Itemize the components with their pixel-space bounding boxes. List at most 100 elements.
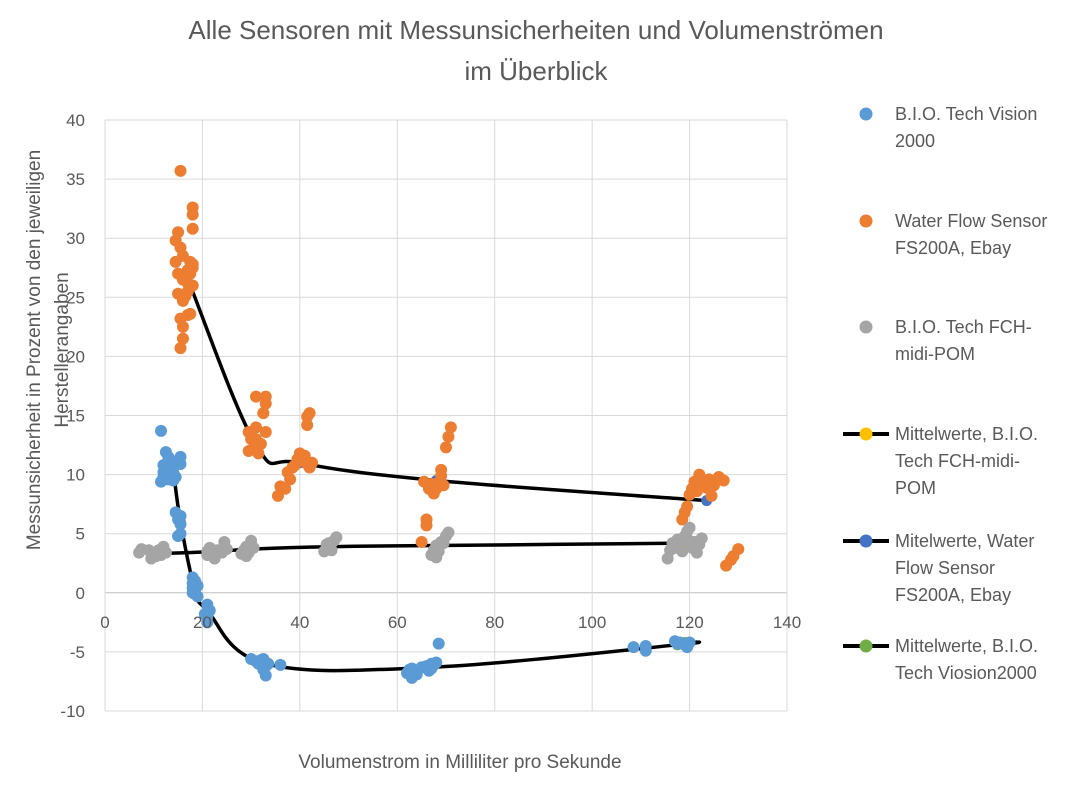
- data-point: [418, 475, 431, 488]
- y-tick-label: 30: [66, 229, 85, 248]
- y-tick-label: 15: [66, 407, 85, 426]
- data-point: [683, 521, 696, 534]
- data-point: [279, 482, 292, 495]
- data-point: [181, 309, 194, 322]
- data-point: [250, 390, 263, 403]
- data-point: [442, 430, 455, 443]
- legend-label-line: B.I.O. Tech FCH-: [895, 317, 1032, 337]
- data-point: [240, 550, 253, 563]
- y-axis-label: Messunsicherheit in Prozent von den jewe…: [24, 150, 73, 550]
- x-tick-label: 80: [485, 613, 504, 632]
- x-tick-label: 140: [773, 613, 801, 632]
- legend-item: Mittelwerte, B.I.O. Tech FCH-midi- POM: [843, 424, 1038, 498]
- chart-title: Alle Sensoren mit Messunsicherheiten und…: [188, 15, 883, 86]
- legend-label: Mittelwerte, B.I.O. Tech Viosion2000: [895, 636, 1038, 683]
- data-point: [176, 320, 189, 333]
- data-point: [174, 164, 187, 177]
- data-point: [155, 424, 168, 437]
- data-point: [174, 342, 187, 355]
- legend-label-line: Mittelwerte, B.I.O.: [895, 636, 1038, 656]
- data-point: [303, 407, 316, 420]
- x-tick-label: 120: [675, 613, 703, 632]
- data-point: [186, 222, 199, 235]
- data-point: [435, 463, 448, 476]
- legend-label-line: Mittelwerte, B.I.O.: [895, 424, 1038, 444]
- data-point: [259, 397, 272, 410]
- legend-marker: [859, 534, 873, 548]
- y-tick-label: 40: [66, 111, 85, 130]
- data-point: [257, 407, 270, 420]
- data-point: [174, 450, 187, 463]
- y-axis-title-line: Herstellerangaben: [52, 272, 73, 427]
- legend-label: Mittelwerte, B.I.O. Tech FCH-midi- POM: [895, 424, 1038, 498]
- data-point: [444, 421, 457, 434]
- data-point: [242, 444, 255, 457]
- data-point: [627, 641, 640, 654]
- data-point: [174, 518, 187, 531]
- data-point: [705, 489, 718, 502]
- legend-label-line: Water Flow Sensor: [895, 211, 1047, 231]
- data-point: [432, 637, 445, 650]
- data-point: [306, 456, 319, 469]
- data-point: [157, 470, 170, 483]
- y-axis-title-line: Messunsicherheit in Prozent von den jewe…: [24, 150, 45, 550]
- legend-label-line: 2000: [895, 131, 935, 151]
- data-point: [420, 513, 433, 526]
- data-point: [186, 582, 199, 595]
- x-tick-label: 100: [578, 613, 606, 632]
- data-point: [147, 548, 160, 561]
- data-point: [437, 479, 450, 492]
- legend-marker: [859, 107, 873, 121]
- data-point: [247, 541, 260, 554]
- x-axis-label: Volumenstrom in Milliliter pro Sekunde: [298, 752, 621, 773]
- data-point: [676, 545, 689, 558]
- data-point: [683, 534, 696, 547]
- legend-item: Mittelwerte, B.I.O. Tech Viosion2000: [843, 636, 1038, 683]
- legend-label-line: Mitelwerte, Water: [895, 531, 1034, 551]
- chart-title-text-line: Alle Sensoren mit Messunsicherheiten und…: [188, 15, 883, 45]
- legend-item: B.I.O. Tech Vision 2000: [859, 104, 1037, 151]
- legend-marker: [859, 639, 873, 653]
- y-tick-label: 20: [66, 347, 85, 366]
- x-tick-label: 40: [290, 613, 309, 632]
- data-point: [673, 636, 686, 649]
- legend-label: Water Flow Sensor FS200A, Ebay: [895, 211, 1047, 258]
- data-point: [201, 545, 214, 558]
- legend-marker: [859, 427, 873, 441]
- legend-label-line: FS200A, Ebay: [895, 238, 1011, 258]
- data-point: [639, 644, 652, 657]
- data-point: [259, 426, 272, 439]
- data-point: [250, 421, 263, 434]
- chart-title-text: Alle Sensoren mit Messunsicherheiten und…: [188, 15, 883, 86]
- data-point: [430, 551, 443, 564]
- data-point: [425, 657, 438, 670]
- legend-label-line: B.I.O. Tech Vision: [895, 104, 1037, 124]
- data-point: [159, 461, 172, 474]
- data-point: [184, 267, 197, 280]
- legend-label-line: POM: [895, 478, 936, 498]
- legend-label-line: Tech Viosion2000: [895, 663, 1037, 683]
- data-point: [262, 657, 275, 670]
- legend-marker: [859, 320, 873, 334]
- legend-item: B.I.O. Tech FCH-midi-POM: [859, 317, 1032, 364]
- data-point: [176, 332, 189, 345]
- data-point: [252, 447, 265, 460]
- y-tick-label: 10: [66, 466, 85, 485]
- x-axis-title: Volumenstrom in Milliliter pro Sekunde: [298, 752, 621, 773]
- x-tick-label: 60: [388, 613, 407, 632]
- y-tick-label: -5: [70, 643, 85, 662]
- data-point: [169, 255, 182, 268]
- data-point: [274, 658, 287, 671]
- data-point: [159, 546, 172, 559]
- legend-item: Mitelwerte, Water Flow Sensor FS200A, Ebay: [843, 531, 1034, 605]
- data-point: [284, 473, 297, 486]
- legend-label-line: midi-POM: [895, 344, 975, 364]
- x-tick-label: 0: [100, 613, 109, 632]
- data-point: [220, 543, 233, 556]
- data-point: [301, 418, 314, 431]
- mean-lines: [148, 279, 713, 673]
- legend-label-line: Tech FCH-midi-: [895, 451, 1020, 471]
- data-point: [681, 500, 694, 513]
- y-axis-title-group: Messunsicherheit in Prozent von den jewe…: [24, 150, 73, 550]
